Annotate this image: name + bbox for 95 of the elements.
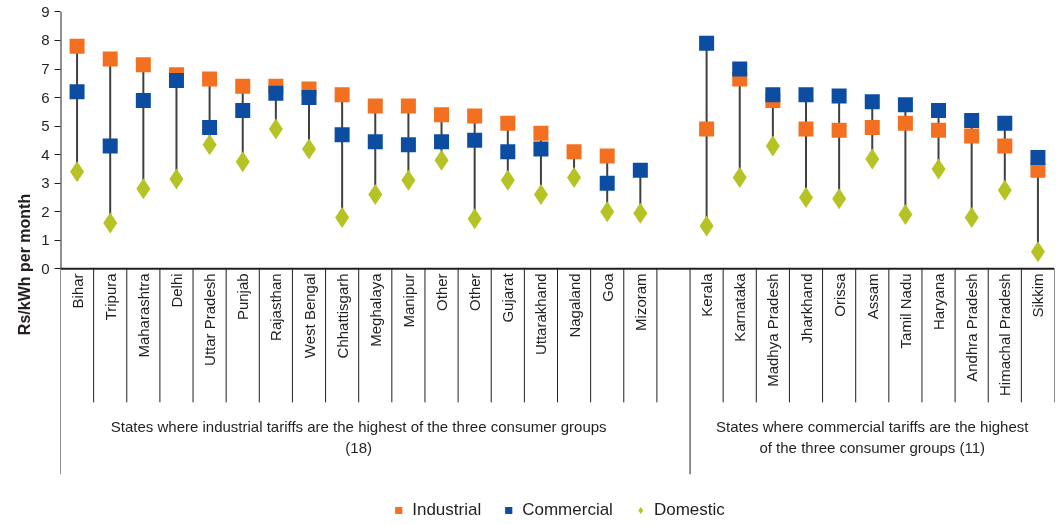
point <box>467 108 483 124</box>
point <box>400 137 416 153</box>
x-tick-label: Madhya Pradesh <box>764 273 782 387</box>
point <box>931 122 947 138</box>
point <box>699 35 715 51</box>
legend-label: Industrial <box>412 500 482 520</box>
y-tick-label: 8 <box>41 31 50 49</box>
x-tick-label: Delhi <box>167 273 185 308</box>
x-tick-label: Jharkhand <box>797 273 815 344</box>
y-tick-label: 7 <box>41 60 50 77</box>
point <box>168 72 184 88</box>
point <box>334 127 350 143</box>
x-tick-label: Goa <box>598 272 616 302</box>
x-tick-label: Haryana <box>930 272 948 331</box>
y-axis-title: Rs/kWh per month <box>16 193 34 336</box>
y-tick-label: 1 <box>41 231 50 249</box>
point <box>500 115 516 131</box>
point <box>964 128 980 144</box>
point <box>367 98 383 114</box>
x-tick-label: Sikkim <box>1029 273 1047 318</box>
x-tick-label: Other <box>433 273 451 311</box>
point <box>202 120 218 136</box>
x-tick-label: Maharashtra <box>134 272 152 358</box>
legend-label: Commercial <box>522 500 613 520</box>
x-tick-label: Nagaland <box>565 273 583 338</box>
point <box>533 125 549 141</box>
x-tick-label: Assam <box>863 273 881 320</box>
point <box>135 92 151 108</box>
x-tick-label: Other <box>466 273 484 311</box>
point <box>400 98 416 114</box>
point <box>864 94 880 110</box>
x-tick-label: Rajasthan <box>267 273 285 341</box>
x-tick-label: Andhra Pradesh <box>963 273 981 382</box>
point <box>765 87 781 103</box>
x-tick-label: Mizoram <box>631 273 649 331</box>
point <box>334 87 350 103</box>
x-tick-label: Tamil Nadu <box>896 273 914 349</box>
point <box>599 175 615 191</box>
legend-label: Domestic <box>653 500 725 520</box>
point <box>599 148 615 164</box>
point <box>897 97 913 113</box>
point <box>1030 149 1046 165</box>
y-tick-label: 4 <box>41 145 50 163</box>
point <box>632 162 648 178</box>
point <box>301 90 317 106</box>
point <box>931 102 947 118</box>
point <box>135 57 151 73</box>
y-tick-label: 9 <box>41 2 50 20</box>
point <box>533 141 549 157</box>
text: States where industrial tariffs are the highest of the three consumer groups (18) <box>110 417 607 457</box>
x-tick-label: Uttarakhand <box>532 273 550 356</box>
x-tick-label: Himachal Pradesh <box>996 273 1014 396</box>
point <box>864 120 880 136</box>
point <box>897 115 913 131</box>
point <box>235 78 251 94</box>
point <box>102 138 118 154</box>
point <box>367 134 383 150</box>
point <box>202 71 218 87</box>
point <box>434 107 450 123</box>
text: States where commercial tariffs are the highest of the three consumer groups (11) <box>716 417 1030 457</box>
point <box>69 84 85 100</box>
point <box>699 121 715 137</box>
point <box>235 102 251 118</box>
point <box>732 61 748 77</box>
point <box>831 122 847 138</box>
y-tick-label: 5 <box>41 117 50 135</box>
point <box>268 85 284 101</box>
x-tick-label: Tripura <box>101 272 119 321</box>
x-tick-label: Kerala <box>698 272 716 317</box>
x-tick-label: Chhattisgarh <box>333 273 351 359</box>
x-tick-label: Karnataka <box>731 272 749 342</box>
y-tick-label: 3 <box>41 174 50 192</box>
point <box>467 132 483 148</box>
x-tick-label: Manipur <box>399 273 417 328</box>
x-tick-label: Orissa <box>830 272 848 317</box>
point <box>798 121 814 137</box>
point <box>964 112 980 128</box>
point <box>997 138 1013 154</box>
point <box>434 134 450 150</box>
y-tick-label: 0 <box>41 259 50 277</box>
x-tick-label: West Bengal <box>300 273 318 359</box>
point <box>102 51 118 67</box>
point <box>798 87 814 103</box>
point <box>69 38 85 54</box>
point <box>831 88 847 104</box>
x-tick-label: Meghalaya <box>366 272 384 347</box>
x-tick-label: Bihar <box>68 273 86 309</box>
point <box>566 144 582 160</box>
x-tick-label: Gujarat <box>499 272 517 323</box>
point <box>997 115 1013 131</box>
point <box>500 144 516 160</box>
y-tick-label: 6 <box>41 88 50 106</box>
x-tick-label: Uttar Pradesh <box>201 273 219 366</box>
y-tick-label: 2 <box>41 202 50 220</box>
x-tick-label: Punjab <box>234 273 252 321</box>
